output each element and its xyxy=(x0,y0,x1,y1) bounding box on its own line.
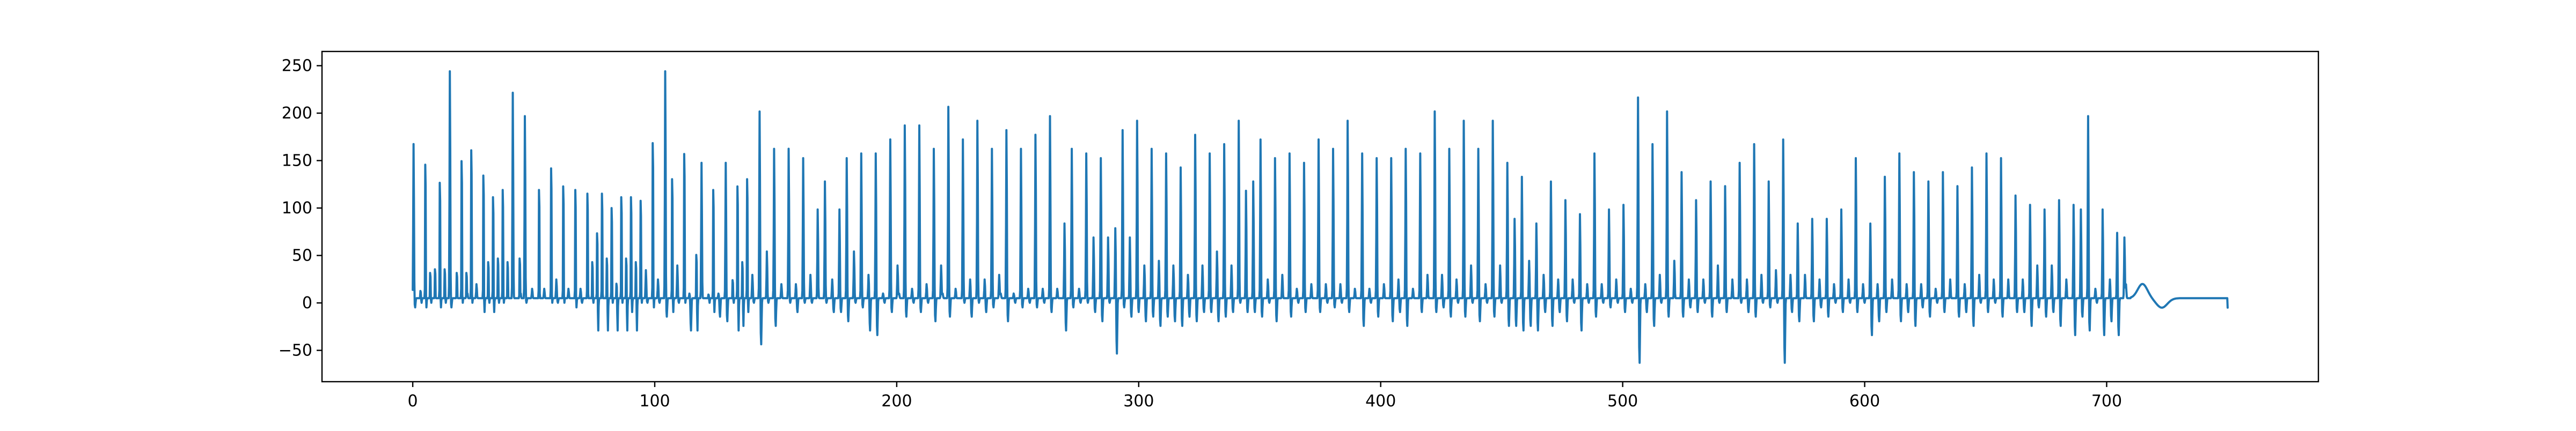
y-tick-label: 0 xyxy=(302,294,312,313)
series-line xyxy=(412,70,2229,364)
axes-frame xyxy=(321,50,2319,383)
series-layer xyxy=(412,70,2229,364)
x-tick-label: 200 xyxy=(881,392,912,411)
y-tick-label: 200 xyxy=(282,104,312,123)
x-tick-label: 600 xyxy=(1849,392,1880,411)
y-tick-label: 100 xyxy=(282,199,312,218)
y-axis: −50 0 50 100 150 200 250 xyxy=(279,57,322,360)
x-tick-label: 0 xyxy=(408,392,418,411)
x-tick-label: 300 xyxy=(1123,392,1154,411)
x-tick-label: 500 xyxy=(1607,392,1638,411)
x-axis: 0 100 200 300 400 500 600 700 xyxy=(408,382,2122,411)
y-tick-label: 250 xyxy=(282,57,312,76)
x-tick-label: 400 xyxy=(1365,392,1396,411)
y-tick-label: −50 xyxy=(279,341,312,360)
x-tick-label: 700 xyxy=(2091,392,2122,411)
x-tick-label: 100 xyxy=(639,392,670,411)
y-tick-label: 50 xyxy=(292,247,312,265)
y-tick-label: 150 xyxy=(282,152,312,170)
